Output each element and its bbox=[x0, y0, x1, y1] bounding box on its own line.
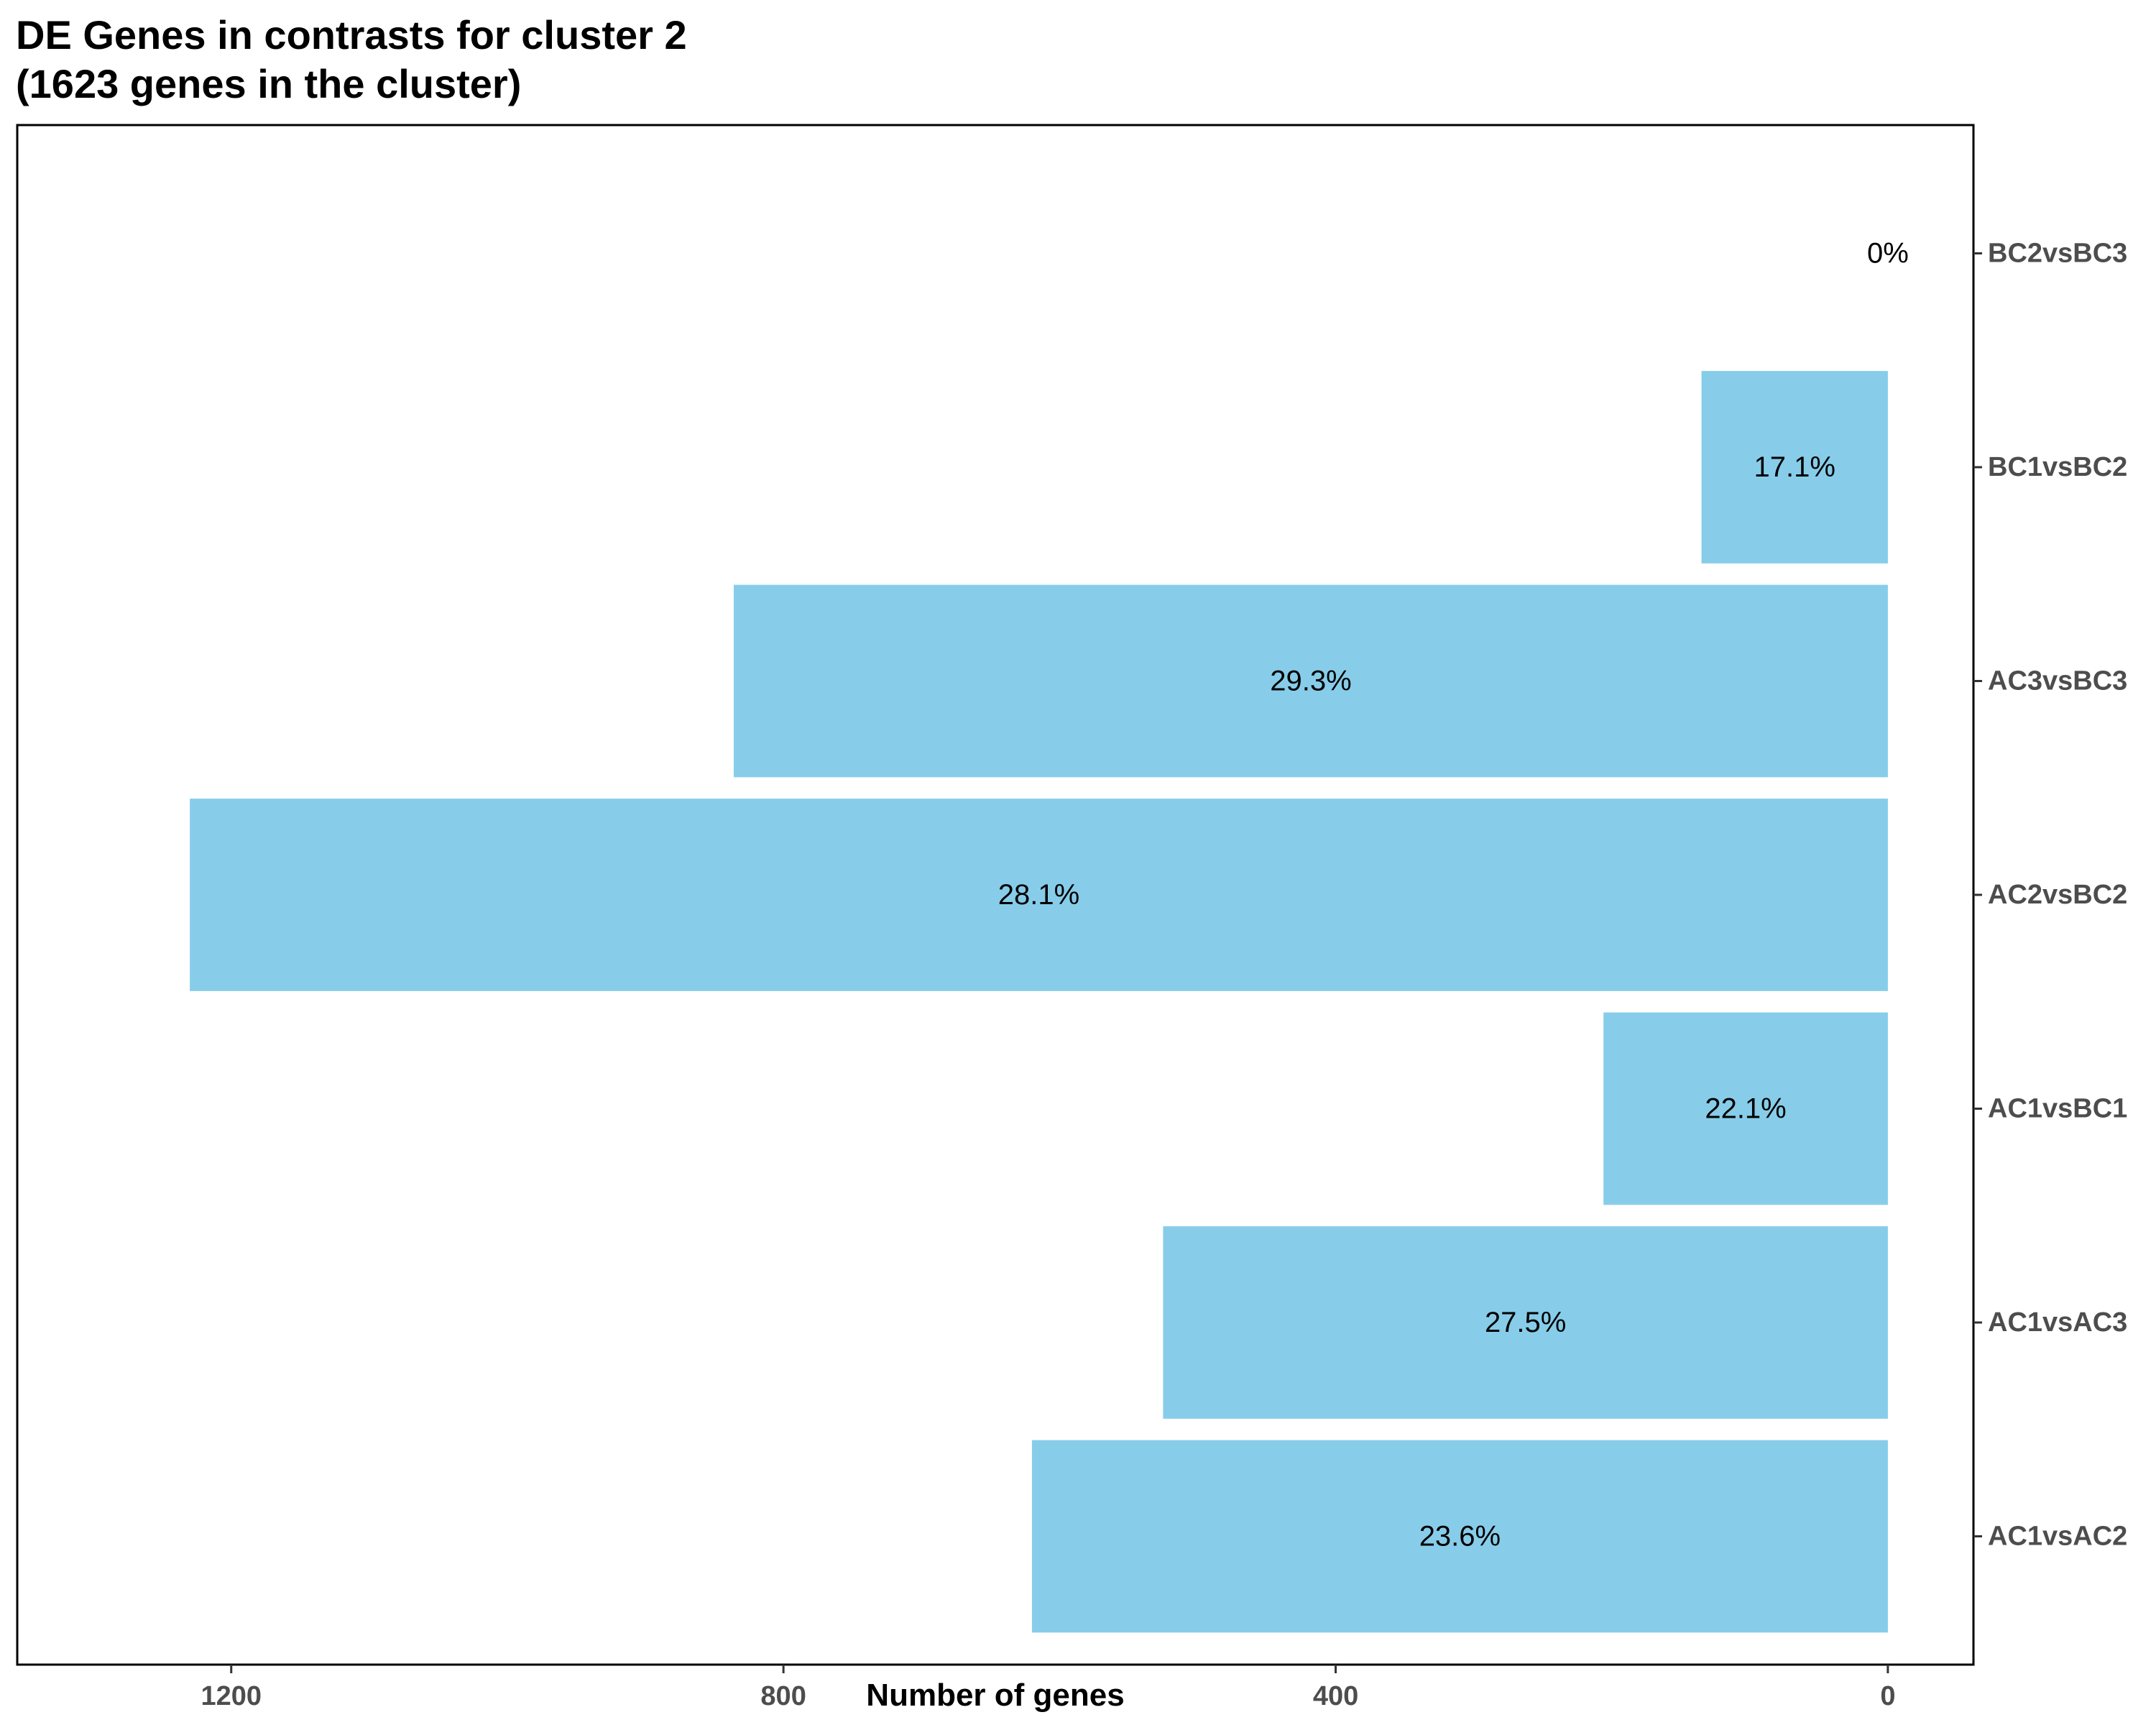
y-tick-label-BC2vsBC3: BC2vsBC3 bbox=[1988, 239, 2127, 269]
y-tick-label-AC3vsBC3: AC3vsBC3 bbox=[1988, 666, 2127, 696]
data-label-AC1vsAC3: 27.5% bbox=[1485, 1307, 1566, 1338]
y-tick-label-AC1vsBC1: AC1vsBC1 bbox=[1988, 1094, 2127, 1124]
x-axis: 1200 800 400 0 bbox=[201, 1665, 1895, 1711]
bar-AC1vsAC3 bbox=[1163, 1226, 1888, 1419]
bar-AC2vsBC2 bbox=[190, 799, 1888, 991]
x-tick-label: 1200 bbox=[201, 1681, 262, 1711]
data-labels-group: 23.6% 27.5% 22.1% 28.1% 29.3% 17.1% 0% bbox=[998, 238, 1909, 1552]
x-tick-label: 400 bbox=[1313, 1681, 1358, 1711]
data-label-AC3vsBC3: 29.3% bbox=[1270, 666, 1351, 697]
bar-BC1vsBC2 bbox=[1701, 371, 1888, 564]
x-tick-label: 800 bbox=[760, 1681, 806, 1711]
y-tick-label-AC2vsBC2: AC2vsBC2 bbox=[1988, 880, 2127, 910]
bar-AC3vsBC3 bbox=[733, 584, 1888, 778]
data-label-BC1vsBC2: 17.1% bbox=[1754, 451, 1835, 483]
data-label-AC1vsBC1: 22.1% bbox=[1705, 1093, 1786, 1125]
bars-group bbox=[190, 371, 1888, 1633]
bar-AC1vsBC1 bbox=[1603, 1012, 1888, 1205]
x-axis-title: Number of genes bbox=[866, 1678, 1124, 1713]
data-label-AC1vsAC2: 23.6% bbox=[1419, 1521, 1501, 1552]
chart-title: DE Genes in contrasts for cluster 2 bbox=[16, 12, 687, 58]
bar-AC1vsAC2 bbox=[1031, 1440, 1888, 1633]
chart-subtitle: (1623 genes in the cluster) bbox=[16, 61, 521, 106]
data-label-AC2vsBC2: 28.1% bbox=[998, 879, 1079, 911]
y-tick-label-BC1vsBC2: BC1vsBC2 bbox=[1988, 452, 2127, 482]
y-tick-label-AC1vsAC3: AC1vsAC3 bbox=[1988, 1307, 2127, 1338]
y-tick-label-AC1vsAC2: AC1vsAC2 bbox=[1988, 1522, 2127, 1552]
y-axis: AC1vsAC2 AC1vsAC3 AC1vsBC1 AC2vsBC2 AC3vsBC3… bbox=[1973, 239, 2127, 1552]
data-label-BC2vsBC3: 0% bbox=[1867, 238, 1909, 270]
x-tick-label: 0 bbox=[1880, 1681, 1895, 1711]
